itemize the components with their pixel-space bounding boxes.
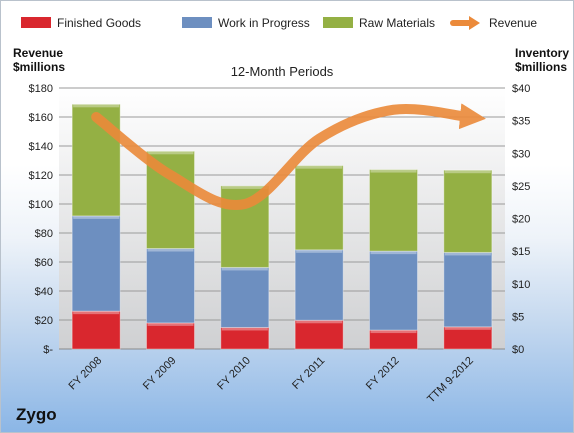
right-tick-label: $5 — [512, 311, 524, 323]
right-tick-label: $40 — [512, 83, 530, 95]
revenue-line-path — [91, 103, 486, 211]
bar-segment-highlight — [73, 311, 120, 315]
bar-segment-highlight — [147, 151, 194, 155]
bar-segment-highlight — [147, 248, 194, 252]
right-tick-label: $10 — [512, 279, 530, 291]
legend-swatch-arrow — [469, 16, 480, 30]
legend-label: Work in Progress — [218, 16, 310, 30]
right-tick-label: $35 — [512, 116, 530, 128]
right-axis-ticks: $0 $5 $10 $15 $20 $25 $30 $35 $40 — [512, 83, 530, 356]
bar-segment — [71, 310, 121, 350]
bar-segment-highlight — [296, 249, 343, 253]
bar-segment-highlight — [444, 170, 491, 174]
legend-swatch — [182, 17, 212, 28]
bar-segment — [220, 326, 270, 350]
right-axis-label-line1: Inventory — [515, 46, 569, 60]
legend-swatch — [21, 17, 51, 28]
left-tick-label: $- — [43, 344, 53, 356]
x-tick-label: FY 2011 — [290, 355, 327, 392]
left-tick-label: $160 — [29, 112, 53, 124]
left-axis-ticks: $- $20 $40 $60 $80 $100 $120 $140 $160 $180 — [29, 83, 54, 356]
bar-segment — [294, 165, 344, 251]
left-axis-label-line2: $millions — [13, 60, 65, 74]
left-tick-label: $20 — [35, 315, 53, 327]
right-tick-label: $0 — [512, 344, 524, 356]
bar-segment — [443, 251, 493, 328]
right-axis-label-line2: $millions — [515, 60, 567, 74]
bar-segment-highlight — [73, 104, 120, 108]
bar-segment — [220, 266, 270, 328]
legend-label: Finished Goods — [57, 16, 141, 30]
bar-segment — [146, 322, 195, 350]
left-tick-label: $180 — [29, 83, 53, 95]
chart-title: 12-Month Periods — [231, 64, 334, 79]
right-tick-label: $15 — [512, 246, 530, 258]
x-tick-label: FY 2008 — [67, 355, 105, 393]
bar-segment — [146, 248, 195, 324]
company-name: Zygo — [16, 405, 57, 424]
bar-segment — [369, 169, 418, 252]
bar-segment-highlight — [296, 320, 343, 324]
bar-segment-highlight — [370, 251, 417, 255]
x-tick-label: FY 2010 — [215, 355, 253, 393]
bar-segment-highlight — [296, 165, 343, 169]
x-axis-labels: FY 2008 FY 2009 FY 2010 FY 2011 FY 2012 TTM 9… — [67, 355, 476, 406]
left-tick-label: $100 — [29, 199, 53, 211]
bar-segment — [294, 319, 344, 350]
bar-segment — [443, 326, 493, 350]
bars — [71, 103, 493, 350]
left-tick-label: $120 — [29, 170, 53, 182]
bar-segment-highlight — [221, 185, 268, 189]
legend-label: Revenue — [489, 16, 537, 30]
right-tick-label: $30 — [512, 148, 530, 160]
left-tick-label: $80 — [35, 228, 53, 240]
bar-segment — [443, 169, 493, 253]
revenue-line — [91, 103, 486, 211]
bar-segment-highlight — [444, 252, 491, 256]
x-tick-label: TTM 9-2012 — [425, 355, 476, 406]
left-tick-label: $40 — [35, 286, 53, 298]
bar-segment-highlight — [444, 326, 491, 330]
x-tick-label: FY 2012 — [364, 355, 402, 393]
right-tick-label: $20 — [512, 214, 530, 226]
left-axis-label-line1: Revenue — [13, 46, 63, 60]
bar-segment-highlight — [221, 267, 268, 271]
left-tick-label: $140 — [29, 141, 53, 153]
bar-segment-highlight — [147, 322, 194, 326]
gridlines — [59, 87, 505, 350]
bar-segment — [71, 215, 121, 312]
left-tick-label: $60 — [35, 257, 53, 269]
right-tick-label: $25 — [512, 181, 530, 193]
bar-segment-highlight — [370, 169, 417, 173]
bar-segment — [369, 250, 418, 331]
bar-segment — [294, 249, 344, 321]
bar-segment-highlight — [370, 330, 417, 334]
legend-swatch — [323, 17, 353, 28]
plot-area — [59, 88, 505, 349]
legend: Finished Goods Work in Progress Raw Materi… — [21, 16, 537, 30]
bar-segment-highlight — [73, 215, 120, 219]
legend-label: Raw Materials — [359, 16, 435, 30]
bar-segment-highlight — [221, 327, 268, 331]
x-tick-label: FY 2009 — [141, 355, 179, 393]
